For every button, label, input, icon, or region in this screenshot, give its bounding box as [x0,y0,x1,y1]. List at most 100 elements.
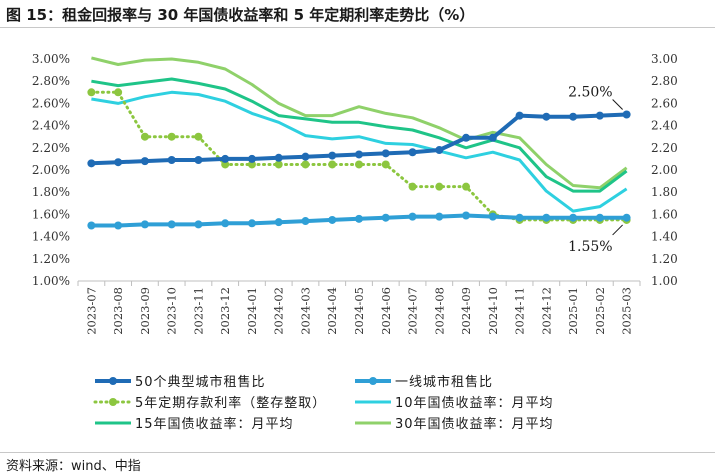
data-point [622,213,631,222]
data-point [488,212,497,221]
left-y-tick-label: 2.00% [32,163,70,177]
left-y-tick-label: 2.80% [32,74,70,88]
data-point [140,220,149,229]
series-2 [87,211,631,230]
data-point [140,157,149,166]
x-tick-label: 2024-04 [325,287,339,335]
data-point [569,112,578,121]
annotation-leader [612,99,623,110]
left-y-tick-label: 3.00% [32,52,70,66]
x-tick-label: 2025-01 [566,287,580,335]
right-y-tick-label: 2.20 [651,141,678,155]
data-point [167,220,176,229]
data-point [114,221,123,230]
left-y-tick-label: 1.00% [32,274,70,288]
series-4 [91,90,628,213]
x-tick-label: 2024-07 [406,287,420,335]
annotation-label: 1.55% [568,239,612,255]
data-point [301,160,310,169]
right-y-tick-label: 2.00 [651,163,678,177]
left-y-tick-label: 1.80% [32,185,70,199]
data-point [355,214,363,223]
x-tick-label: 2024-12 [539,287,553,335]
x-tick-label: 2023-09 [138,287,152,335]
data-point [435,212,444,221]
right-y-tick-label: 2.60 [651,96,678,110]
annotations: 2.50% 1.55% [568,85,623,255]
data-point [221,154,230,163]
legend-item: 50个典型城市租售比 [95,374,266,390]
legend-label: 15年国债收益率：月平均 [135,416,294,432]
legend-label: 50个典型城市租售比 [135,374,266,390]
chart-title: 图 15：租金回报率与 30 年国债收益率和 5 年定期利率走势比（%） [6,6,475,24]
data-point [167,156,176,165]
data-point [355,160,363,169]
data-point [140,132,149,141]
legend-label: 5年定期存款利率（整存整取） [135,395,326,411]
x-axis: 2023-07 2023-08 2023-09 2023-10 2023-11 2023-… [77,280,641,335]
legend-marker [109,377,117,385]
data-point [355,150,363,159]
legend-item: 5年定期存款利率（整存整取） [93,395,326,411]
data-point [542,213,551,222]
right-y-tick-label: 1.60 [651,207,678,221]
data-point [408,212,417,221]
left-y-tick-label: 1.40% [32,230,70,244]
source-note: 资料来源：wind、中指 [6,459,141,474]
data-point [247,154,256,163]
data-point [408,182,417,191]
x-tick-label: 2024-09 [459,287,473,335]
legend: 50个典型城市租售比 一线城市租售比 5年定期存款利率（整存整取） 10年国债收益率：… [93,374,554,432]
data-point [87,221,96,230]
right-y-tick-label: 1.80 [651,185,678,199]
data-point [167,132,176,141]
legend-item: 10年国债收益率：月平均 [355,395,553,411]
series-3 [87,88,631,224]
data-point [87,88,96,97]
left-y-tick-label: 2.20% [32,141,70,155]
annotation-leader [612,224,623,236]
data-point [301,152,310,161]
data-point [462,211,471,220]
data-point [194,220,203,229]
data-point [408,148,417,157]
x-tick-label: 2024-08 [432,287,446,335]
x-tick-label: 2025-02 [593,287,607,335]
right-y-tick-label: 1.40 [651,230,678,244]
x-tick-label: 2023-12 [218,287,232,335]
annotation-label: 2.50% [568,85,612,101]
left-y-tick-label: 2.60% [32,96,70,110]
data-point [435,182,444,191]
data-point [274,160,283,169]
right-y-tick-label: 2.80 [651,74,678,88]
legend-label: 30年国债收益率：月平均 [395,416,554,432]
right-y-tick-label: 1.20 [651,252,678,266]
data-point [247,219,256,228]
data-point [301,217,310,226]
data-point [194,156,203,165]
x-tick-label: 2023-11 [191,287,205,335]
x-tick-label: 2024-10 [486,287,500,335]
data-point [515,111,524,120]
data-point [381,213,390,222]
data-point [435,146,444,155]
legend-marker [369,377,377,385]
series-line [91,90,628,213]
left-y-tick-label: 1.60% [32,207,70,221]
data-point [221,219,230,228]
x-tick-label: 2024-11 [513,287,527,335]
left-y-tick-label: 1.20% [32,252,70,266]
data-point [328,215,337,224]
data-point [87,159,96,168]
data-point [569,213,578,222]
data-point [462,133,471,142]
right-y-axis: 1.00 1.20 1.40 1.60 1.80 2.00 2.20 2.40 2.60 2.80… [651,52,678,288]
data-point [381,149,390,158]
left-y-tick-label: 2.40% [32,119,70,133]
data-point [328,160,337,169]
x-tick-label: 2023-08 [111,287,125,335]
x-tick-label: 2024-05 [352,287,366,335]
x-tick-label: 2024-01 [245,287,259,335]
data-point [595,111,604,120]
